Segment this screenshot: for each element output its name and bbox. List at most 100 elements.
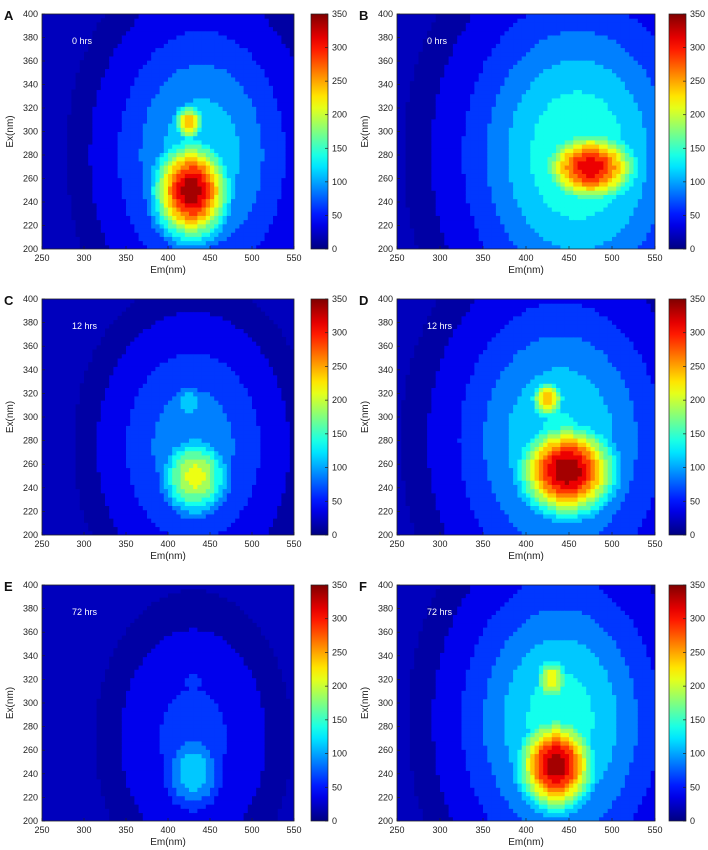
heatmap-cell	[134, 106, 140, 112]
heatmap-cell	[435, 39, 441, 44]
heatmap-cell	[180, 30, 186, 36]
heatmap-cell	[79, 211, 85, 216]
heatmap-cell	[159, 51, 165, 57]
heatmap-cell	[210, 55, 215, 61]
heatmap-cell	[88, 186, 93, 191]
heatmap-cell	[239, 30, 245, 36]
heatmap-cell	[526, 26, 531, 32]
heatmap-cell	[521, 85, 527, 91]
heatmap-cell	[163, 60, 169, 65]
heatmap-cell	[543, 34, 548, 40]
heatmap-cell	[285, 148, 291, 153]
heatmap-cell	[235, 97, 240, 103]
heatmap-cell	[448, 55, 454, 61]
heatmap-cell	[260, 156, 266, 162]
heatmap-cell	[109, 97, 114, 103]
heatmap-cell	[130, 64, 135, 70]
heatmap-cell	[113, 232, 119, 237]
heatmap-cell	[487, 202, 493, 208]
heatmap-cell	[260, 89, 266, 95]
heatmap-cell	[448, 127, 454, 132]
heatmap-cell	[121, 51, 127, 57]
heatmap-cell	[201, 240, 207, 246]
heatmap-cell	[100, 244, 106, 249]
heatmap-cell	[418, 165, 424, 170]
heatmap-cell	[452, 51, 458, 57]
heatmap-cell	[92, 181, 98, 187]
heatmap-cell	[530, 64, 536, 70]
heatmap-cell	[504, 85, 510, 91]
heatmap-cell	[491, 76, 497, 82]
heatmap-cell	[495, 211, 501, 216]
heatmap-cell	[218, 81, 224, 86]
heatmap-cell	[205, 236, 211, 242]
heatmap-cell	[205, 186, 211, 191]
heatmap-cell	[470, 114, 475, 120]
heatmap-cell	[260, 51, 266, 57]
heatmap-cell	[521, 177, 527, 183]
heatmap-cell	[130, 190, 135, 195]
heatmap-cell	[172, 165, 177, 170]
heatmap-cell	[457, 219, 462, 225]
heatmap-cell	[218, 194, 224, 200]
heatmap-cell	[193, 30, 198, 36]
heatmap-cell	[491, 97, 497, 103]
heatmap-cell	[273, 215, 278, 221]
heatmap-cell	[277, 85, 282, 91]
heatmap-cell	[92, 60, 98, 65]
heatmap-cell	[214, 51, 219, 57]
heatmap-cell	[163, 156, 169, 162]
heatmap-cell	[470, 55, 475, 61]
heatmap-cell	[100, 81, 106, 86]
heatmap-cell	[222, 64, 228, 70]
heatmap-cell	[176, 169, 182, 174]
heatmap-cell	[184, 156, 190, 162]
heatmap-cell	[252, 135, 257, 141]
heatmap-cell	[205, 60, 211, 65]
heatmap-cell	[159, 64, 165, 70]
heatmap-cell	[508, 68, 514, 74]
heatmap-cell	[134, 81, 140, 86]
heatmap-cell	[500, 127, 505, 132]
heatmap-cell	[551, 55, 557, 61]
heatmap-cell	[465, 51, 471, 57]
heatmap-cell	[180, 64, 186, 70]
heatmap-cell	[418, 202, 424, 208]
heatmap-cell	[478, 127, 484, 132]
heatmap-cell	[483, 219, 488, 225]
heatmap-cell	[491, 202, 497, 208]
heatmap-cell	[474, 173, 480, 179]
heatmap-cell	[100, 72, 106, 78]
heatmap-cell	[495, 85, 501, 91]
heatmap-cell	[431, 30, 437, 36]
heatmap-cell	[521, 43, 527, 49]
heatmap-cell	[168, 97, 173, 103]
heatmap-cell	[474, 202, 480, 208]
heatmap-cell	[88, 207, 93, 212]
heatmap-cell	[256, 22, 261, 28]
heatmap-cell	[222, 18, 228, 23]
heatmap-cell	[440, 215, 445, 221]
heatmap-cell	[205, 106, 211, 112]
heatmap-cell	[478, 123, 484, 128]
heatmap-cell	[117, 177, 123, 183]
heatmap-cell	[193, 211, 198, 216]
heatmap-cell	[457, 244, 462, 249]
heatmap-cell	[126, 64, 131, 70]
heatmap-cell	[465, 223, 471, 229]
heatmap-cell	[508, 211, 514, 216]
heatmap-cell	[461, 72, 467, 78]
heatmap-cell	[193, 144, 198, 149]
heatmap-cell	[247, 211, 253, 216]
heatmap-cell	[256, 219, 261, 225]
heatmap-cell	[504, 39, 510, 44]
heatmap-cell	[184, 219, 190, 225]
heatmap-cell	[431, 211, 437, 216]
heatmap-cell	[235, 215, 240, 221]
heatmap-cell	[530, 89, 536, 95]
heatmap-cell	[474, 144, 480, 149]
heatmap-cell	[508, 135, 514, 141]
heatmap-cell	[478, 135, 484, 141]
heatmap-cell	[500, 81, 505, 86]
heatmap-cell	[180, 118, 186, 124]
